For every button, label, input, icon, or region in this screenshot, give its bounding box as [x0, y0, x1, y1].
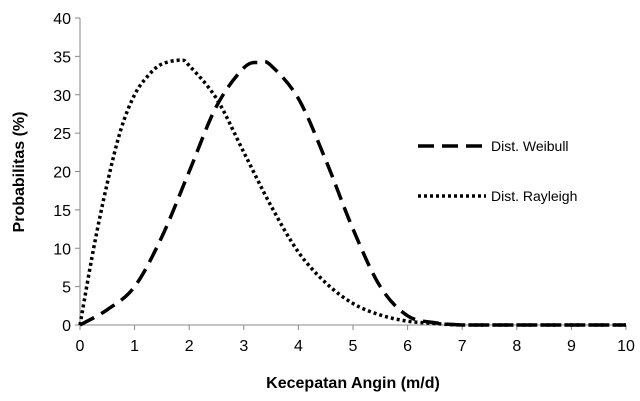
series-line-weibull: [79, 59, 626, 327]
legend-label-rayleigh: Dist. Rayleigh: [491, 188, 577, 204]
x-ticks: 0 1 2 3 4 5 6 7 8 9 10: [76, 325, 635, 355]
y-tick-label: 40: [53, 11, 71, 28]
x-tick-label: 9: [567, 338, 576, 355]
x-tick-label: 0: [76, 338, 85, 355]
x-tick-label: 4: [294, 338, 303, 355]
x-tick-label: 8: [512, 338, 521, 355]
y-tick-label: 10: [53, 241, 71, 258]
series-line-rayleigh: [78, 58, 626, 327]
y-tick-label: 15: [53, 203, 71, 220]
x-tick-label: 6: [403, 338, 412, 355]
x-tick-label: 5: [349, 338, 358, 355]
y-tick-label: 25: [53, 126, 71, 143]
y-tick-label: 35: [53, 49, 71, 66]
y-tick-label: 0: [62, 318, 71, 335]
series-layer: [78, 58, 626, 327]
legend: Dist. Weibull Dist. Rayleigh: [418, 138, 577, 204]
x-tick-label: 2: [185, 338, 194, 355]
y-axis-title: Probabilitas (%): [11, 112, 28, 233]
x-tick-label: 10: [617, 338, 635, 355]
y-tick-label: 5: [62, 280, 71, 297]
x-axis-title: Kecepatan Angin (m/d): [266, 375, 440, 392]
y-tick-label: 30: [53, 88, 71, 105]
x-tick-label: 3: [239, 338, 248, 355]
y-ticks: 0 5 10 15 20 25 30 35 40: [53, 11, 80, 335]
x-tick-label: 1: [130, 338, 139, 355]
legend-label-weibull: Dist. Weibull: [491, 138, 569, 154]
y-tick-label: 20: [53, 165, 71, 182]
x-tick-label: 7: [458, 338, 467, 355]
